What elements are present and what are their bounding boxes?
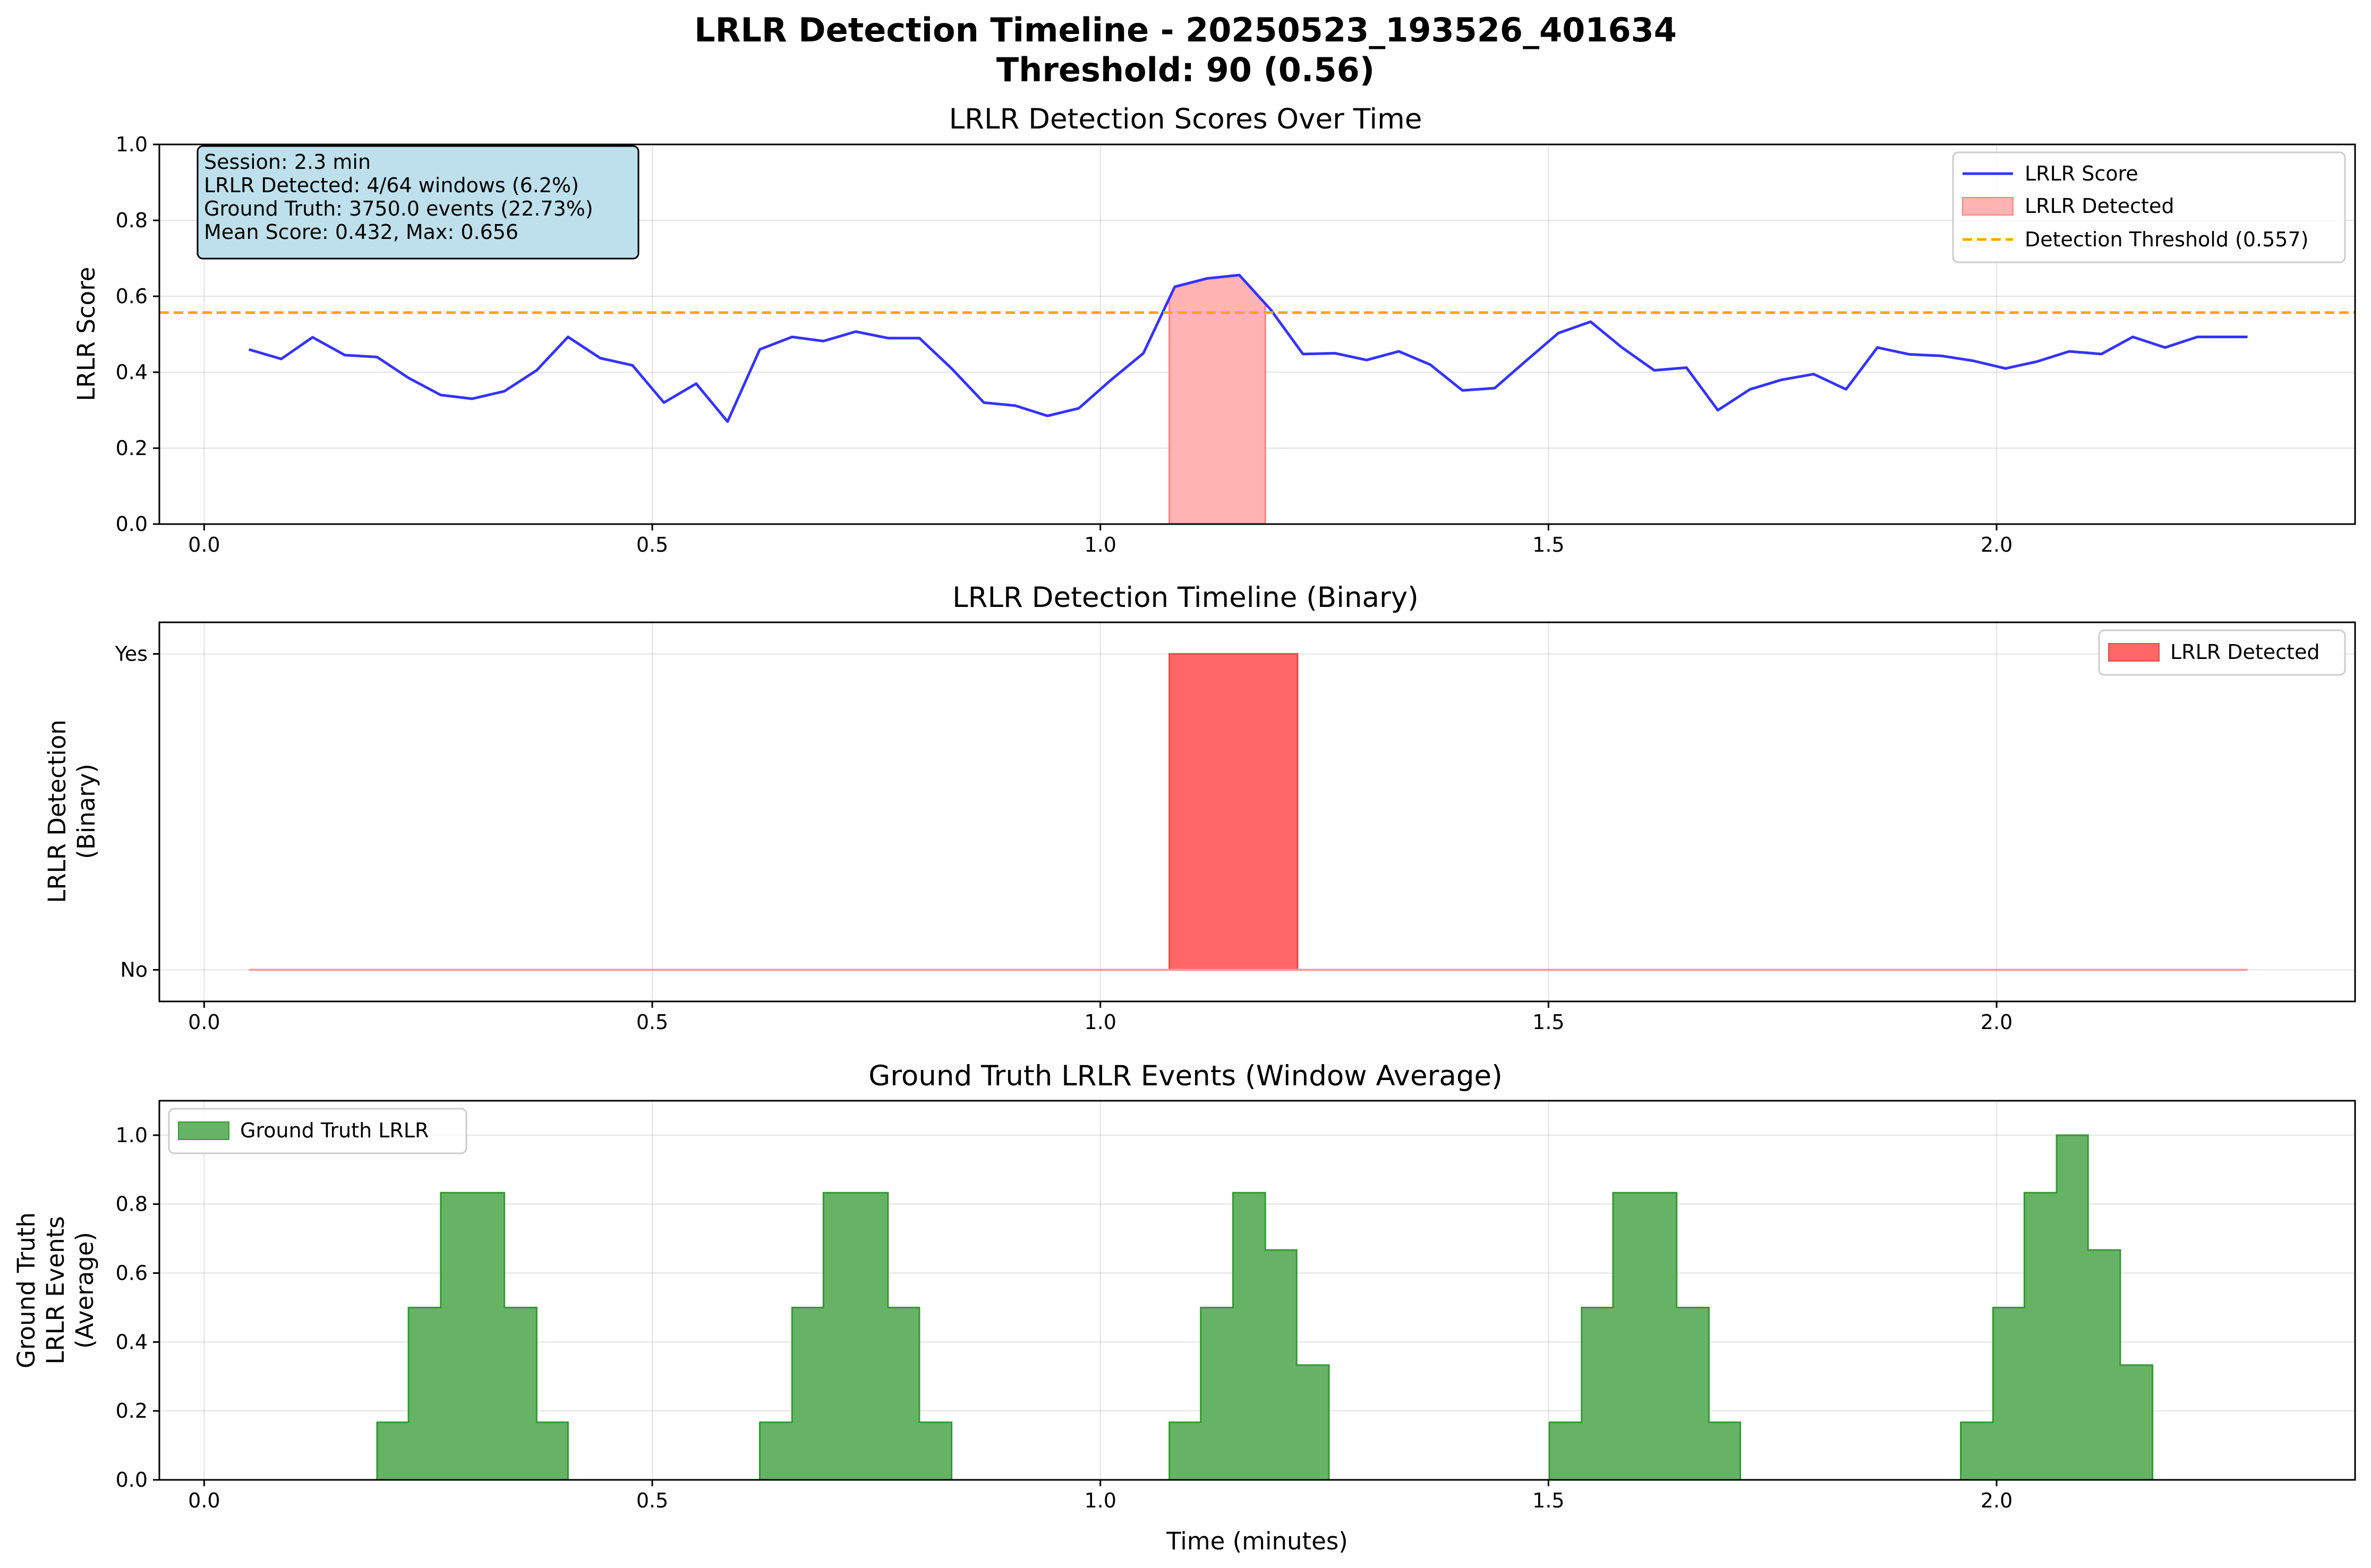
panel-score-frame — [158, 143, 2356, 525]
info-line-session: Session: 2.3 min — [204, 150, 371, 174]
y-tick-label: 0.8 — [116, 209, 148, 232]
panel-binary-legend: LRLR Detected — [2098, 629, 2346, 676]
score-series-line — [248, 273, 2248, 423]
y-tick-label: 0.8 — [116, 1193, 148, 1216]
y-tick-label: 0.6 — [116, 285, 148, 308]
info-line-detected: LRLR Detected: 4/64 windows (6.2%) — [204, 174, 579, 197]
panel-ground-truth-title: Ground Truth LRLR Events (Window Average… — [868, 1060, 1503, 1092]
x-tick-label: 1.0 — [1084, 1010, 1116, 1034]
y-tick-label: 0.4 — [116, 361, 148, 384]
panel-score-ticks: 0.0 0.5 1.0 1.5 2.0 0.0 0.2 0.4 0.6 0.8 1.0 — [116, 133, 2013, 556]
panel-binary-frame — [158, 621, 2356, 1003]
panel-binary-title: LRLR Detection Timeline (Binary) — [952, 581, 1419, 614]
legend-box — [1952, 151, 2346, 263]
y-tick-label: 1.0 — [116, 133, 148, 156]
info-line-mean-score: Mean Score: 0.432, Max: 0.656 — [204, 220, 518, 244]
figure-title-line2: Threshold: 90 (0.56) — [996, 50, 1375, 89]
x-tick-label: 2.0 — [1981, 1010, 2012, 1034]
x-tick-label: 0.0 — [188, 1010, 220, 1034]
y-tick-label: 0.6 — [116, 1262, 148, 1285]
y-tick-label: No — [120, 958, 148, 982]
y-tick-label: 0.4 — [116, 1330, 148, 1353]
legend-binary-swatch — [2108, 643, 2160, 662]
info-box-background — [197, 145, 639, 260]
panel-binary-ylabel-line2: (Binary) — [72, 764, 100, 859]
panel-ground-truth-ylabel-line3: (Average) — [71, 1232, 99, 1349]
x-tick-label: 2.0 — [1981, 533, 2012, 556]
info-line-ground-truth: Ground Truth: 3750.0 events (22.73%) — [204, 197, 593, 220]
legend-binary-label: LRLR Detected — [2170, 640, 2319, 664]
panel-binary: LRLR Detection Timeline (Binary) 0.0 0.5 1… — [43, 581, 2356, 1034]
figure-title-line1: LRLR Detection Timeline - 20250523_19352… — [694, 11, 1677, 49]
panel-ground-truth-xlabel: Time (minutes) — [1166, 1527, 1348, 1555]
legend-threshold-label: Detection Threshold (0.557) — [2025, 228, 2308, 251]
x-tick-label: 1.5 — [1532, 1010, 1564, 1034]
panel-ground-truth-data — [204, 1134, 2248, 1481]
y-tick-label: 0.0 — [116, 1468, 148, 1492]
x-tick-label: 1.0 — [1084, 533, 1116, 556]
legend-box — [168, 1108, 467, 1154]
panel-ground-truth-ticks: 0.0 0.5 1.0 1.5 2.0 0.0 0.2 0.4 0.6 0.8 1.0 — [116, 1124, 2013, 1512]
y-tick-label: 0.2 — [116, 436, 148, 460]
y-tick-label: Yes — [115, 642, 148, 666]
panel-binary-data — [249, 653, 2248, 971]
panel-ground-truth: Ground Truth LRLR Events (Window Average… — [12, 1060, 2356, 1555]
legend-detected-swatch — [1962, 197, 2014, 216]
x-tick-label: 1.5 — [1532, 1489, 1564, 1512]
legend-box — [2098, 629, 2346, 676]
y-tick-label: 1.0 — [116, 1124, 148, 1147]
x-tick-label: 2.0 — [1981, 1489, 2012, 1512]
panel-score-ylabel: LRLR Score — [72, 267, 100, 401]
x-tick-label: 0.5 — [636, 1010, 668, 1034]
panel-binary-ylabel-line1: LRLR Detection — [43, 719, 71, 903]
y-tick-label: 0.2 — [116, 1399, 148, 1423]
legend-ground-truth-label: Ground Truth LRLR — [240, 1119, 429, 1142]
panel-score-legend: LRLR Score LRLR Detected Detection Thres… — [1952, 151, 2346, 263]
legend-score-label: LRLR Score — [2025, 162, 2138, 185]
panel-score-title: LRLR Detection Scores Over Time — [949, 103, 1422, 135]
panel-score: LRLR Detection Scores Over Time 0.0 0.5 1.… — [72, 103, 2356, 556]
x-tick-label: 1.5 — [1532, 533, 1564, 556]
panel-ground-truth-ylabel-line1: Ground Truth — [12, 1212, 40, 1368]
info-box: Session: 2.3 min LRLR Detected: 4/64 win… — [197, 145, 639, 260]
panel-ground-truth-ylabel-line2: LRLR Events — [41, 1216, 70, 1364]
panel-score-data — [159, 273, 2355, 525]
panel-ground-truth-frame — [158, 1100, 2356, 1481]
x-tick-label: 0.0 — [188, 533, 220, 556]
x-tick-label: 0.5 — [636, 533, 668, 556]
x-tick-label: 0.5 — [636, 1489, 668, 1512]
panel-binary-ticks: 0.0 0.5 1.0 1.5 2.0 No Yes — [115, 642, 2013, 1034]
y-tick-label: 0.0 — [116, 512, 148, 536]
legend-ground-truth-swatch — [178, 1121, 229, 1140]
x-tick-label: 1.0 — [1084, 1489, 1116, 1512]
panel-ground-truth-legend: Ground Truth LRLR — [168, 1108, 467, 1154]
binary-detected-bar — [1169, 653, 1299, 971]
legend-detected-label: LRLR Detected — [2025, 194, 2174, 218]
ground-truth-step-area — [204, 1134, 2248, 1481]
x-tick-label: 0.0 — [188, 1489, 220, 1512]
